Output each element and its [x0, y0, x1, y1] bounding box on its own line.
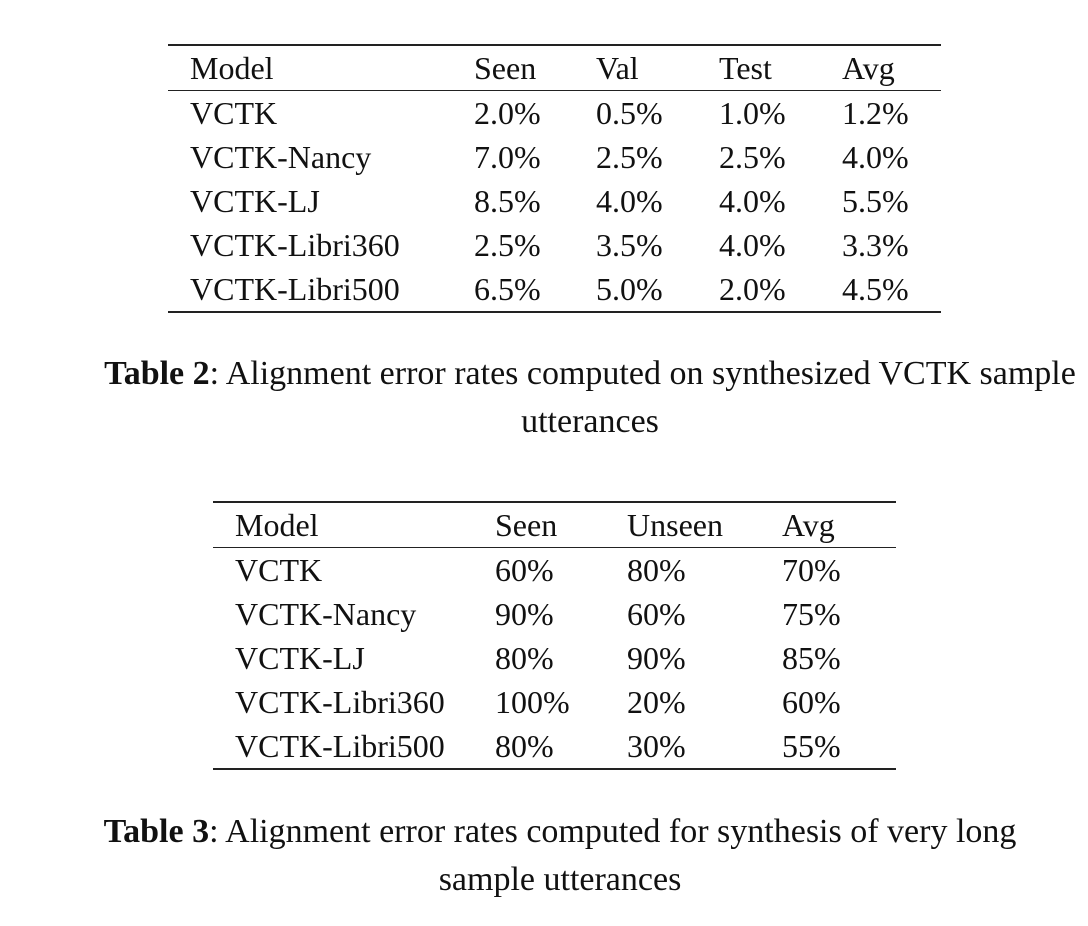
table-cell: 70% — [782, 552, 841, 588]
column-header: Model — [235, 507, 319, 543]
table-cell: 1.0% — [719, 95, 786, 131]
table-cell: 80% — [495, 728, 554, 764]
table-cell: 60% — [627, 596, 686, 632]
table-cell: 2.5% — [596, 139, 663, 175]
caption-label: Table 2 — [104, 355, 210, 392]
table-cell: 4.0% — [596, 183, 663, 219]
table-cell: 80% — [495, 640, 554, 676]
table-row: VCTK 60% 80% 70% — [213, 548, 896, 593]
table-row: VCTK-LJ 8.5% 4.0% 4.0% 5.5% — [168, 179, 941, 223]
table-cell: VCTK — [235, 552, 323, 588]
table-cell: 2.0% — [719, 271, 786, 307]
caption-text: : Alignment error rates computed for syn… — [209, 813, 1017, 898]
table-cell: 5.5% — [842, 183, 909, 219]
table-cell: 2.0% — [474, 95, 541, 131]
table-row: VCTK-Nancy 7.0% 2.5% 2.5% 4.0% — [168, 135, 941, 179]
table-row: VCTK-Libri360 2.5% 3.5% 4.0% 3.3% — [168, 223, 941, 267]
table-3-caption: Table 3: Alignment error rates computed … — [90, 808, 1030, 904]
caption-label: Table 3 — [103, 813, 210, 850]
table-cell: VCTK — [190, 95, 278, 131]
column-header: Seen — [495, 507, 558, 543]
table-row: VCTK 2.0% 0.5% 1.0% 1.2% — [168, 91, 941, 136]
table-cell: 3.5% — [596, 227, 663, 263]
table-cell: 8.5% — [474, 183, 541, 219]
column-header: Val — [596, 50, 639, 86]
table-cell: VCTK-LJ — [190, 183, 320, 219]
table-cell: 2.5% — [719, 139, 786, 175]
table-row: VCTK-Libri500 6.5% 5.0% 2.0% 4.5% — [168, 267, 941, 312]
table-cell: 80% — [627, 552, 686, 588]
table-cell: 30% — [627, 728, 686, 764]
table-cell: 4.0% — [719, 227, 786, 263]
table-cell: VCTK-Libri500 — [235, 728, 445, 764]
table-cell: 7.0% — [474, 139, 541, 175]
table-row: VCTK-LJ 80% 90% 85% — [213, 636, 896, 680]
table-cell: 60% — [782, 684, 841, 720]
column-header: Unseen — [627, 507, 723, 543]
table-3: Model Seen Unseen Avg VCTK 60% 80% 70% VCTK-Nanc… — [213, 501, 896, 770]
table-cell: 6.5% — [474, 271, 541, 307]
table-cell: 85% — [782, 640, 841, 676]
column-header: Seen — [474, 50, 537, 86]
table-cell: 100% — [495, 684, 570, 720]
table-cell: VCTK-Nancy — [235, 596, 417, 632]
table-cell: 5.0% — [596, 271, 663, 307]
table-cell: VCTK-LJ — [235, 640, 365, 676]
table-2-caption: Table 2: Alignment error rates computed … — [90, 350, 1088, 446]
table-cell: 3.3% — [842, 227, 909, 263]
table-cell: 90% — [627, 640, 686, 676]
column-header: Avg — [842, 50, 895, 86]
table-cell: 90% — [495, 596, 554, 632]
table-cell: VCTK-Libri360 — [190, 227, 400, 263]
table-row: VCTK-Libri360 100% 20% 60% — [213, 680, 896, 724]
table-row: VCTK-Libri500 80% 30% 55% — [213, 724, 896, 769]
table-cell: 0.5% — [596, 95, 663, 131]
table-cell: VCTK-Nancy — [190, 139, 372, 175]
table-2: Model Seen Val Test Avg VCTK 2.0% 0.5% 1.0% 1.2% V… — [168, 44, 941, 313]
table-cell: VCTK-Libri500 — [190, 271, 400, 307]
table-cell: 1.2% — [842, 95, 909, 131]
table-cell: 55% — [782, 728, 841, 764]
column-header: Model — [190, 50, 274, 86]
column-header: Avg — [782, 507, 835, 543]
table-cell: 4.0% — [719, 183, 786, 219]
table-cell: VCTK-Libri360 — [235, 684, 445, 720]
caption-text: : Alignment error rates computed on synt… — [209, 355, 1076, 440]
table-row: VCTK-Nancy 90% 60% 75% — [213, 592, 896, 636]
table-cell: 4.0% — [842, 139, 909, 175]
table-cell: 2.5% — [474, 227, 541, 263]
table-cell: 4.5% — [842, 271, 909, 307]
table-cell: 20% — [627, 684, 686, 720]
table-cell: 60% — [495, 552, 554, 588]
column-header: Test — [719, 50, 772, 86]
table-cell: 75% — [782, 596, 841, 632]
